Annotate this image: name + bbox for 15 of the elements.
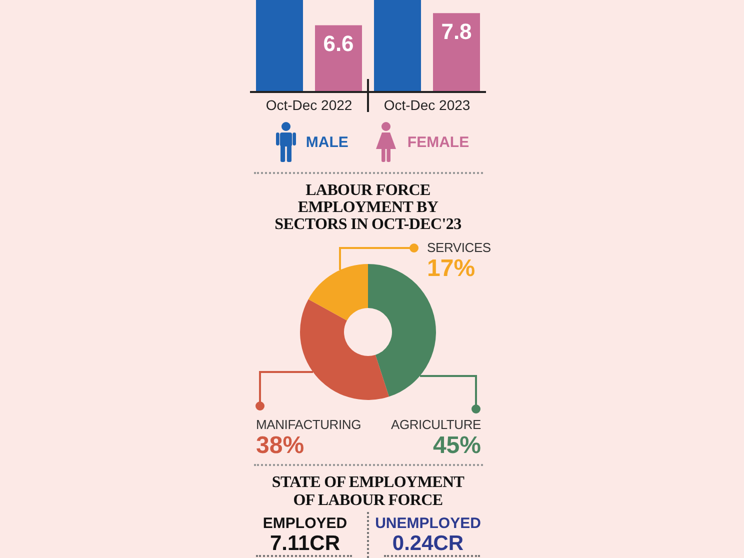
data-label: 6.6 xyxy=(323,30,354,56)
legend-label: FEMALE xyxy=(407,134,470,150)
data-label: 38% xyxy=(256,432,306,459)
data-label: 17% xyxy=(427,255,476,282)
chart-title: LABOUR FORCE EMPLOYMENT BY SECTORS IN OCT-DEC'23 xyxy=(274,182,462,233)
donut-slice xyxy=(300,299,390,400)
donut-slice xyxy=(308,264,368,320)
data-label: 45% xyxy=(432,432,481,459)
slice-label: AGRICULTURE xyxy=(390,417,481,433)
x-tick-label: Oct-Dec 2022 xyxy=(266,96,352,113)
legend-label: MALE xyxy=(306,134,348,150)
x-tick-label: Oct-Dec 2023 xyxy=(384,96,470,113)
slice-label: SERVICES xyxy=(427,240,491,256)
slice-label: MANIFACTURING xyxy=(256,417,362,433)
data-label: 7.8 xyxy=(441,18,472,44)
